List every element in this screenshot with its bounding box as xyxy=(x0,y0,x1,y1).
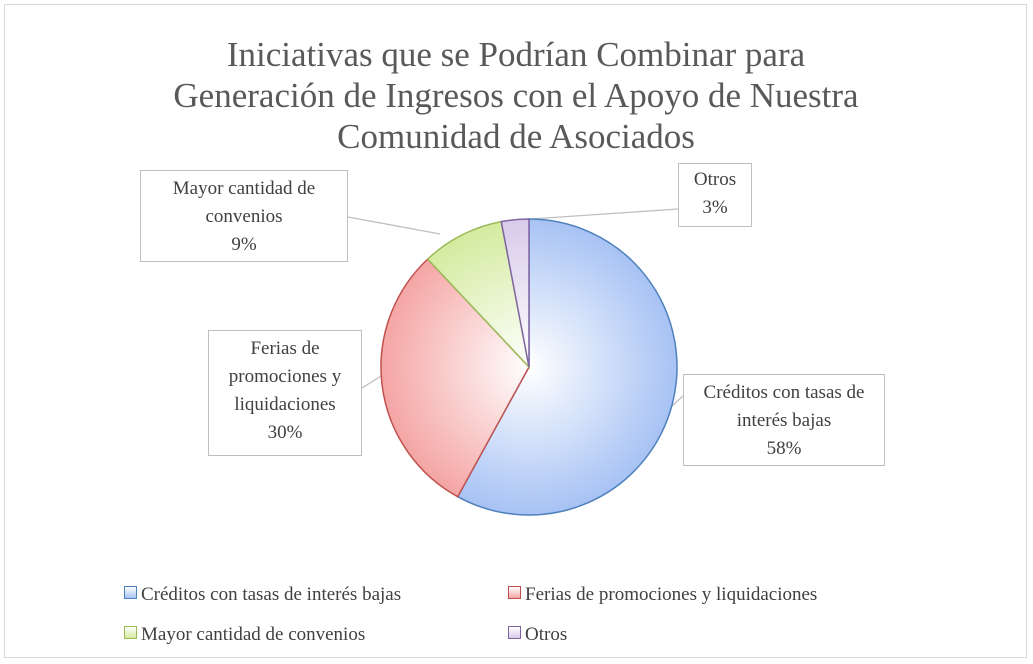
pie-slice xyxy=(426,220,531,370)
pie-slice xyxy=(456,218,678,516)
chart-frame xyxy=(4,4,1027,658)
legend-item: Otros xyxy=(508,624,567,646)
pie-slice xyxy=(380,258,530,498)
data-label: Ferias de promociones y liquidaciones 30… xyxy=(208,330,362,456)
leader-line xyxy=(515,208,679,221)
legend-swatch xyxy=(124,626,137,639)
data-label: Otros 3% xyxy=(678,163,752,227)
data-label-value: 58% xyxy=(766,438,802,459)
legend-label: Otros xyxy=(525,624,568,645)
legend-swatch xyxy=(124,586,137,599)
chart-title: Iniciativas que se Podrían Combinar para… xyxy=(173,35,859,156)
legend-label: Créditos con tasas de interés bajas xyxy=(141,584,402,605)
pie-slice xyxy=(500,218,530,368)
legend-item: Mayor cantidad de convenios xyxy=(124,624,365,646)
data-label: Mayor cantidad de convenios 9% xyxy=(140,170,348,262)
data-label-category: Otros xyxy=(693,169,737,190)
data-label-value: 9% xyxy=(231,234,257,255)
leader-line xyxy=(347,216,441,235)
data-label-category: Créditos con tasas de interés bajas xyxy=(703,382,865,431)
data-label-value: 30% xyxy=(267,422,303,443)
legend-label: Mayor cantidad de convenios xyxy=(141,624,366,645)
legend-swatch xyxy=(508,626,521,639)
leader-line xyxy=(671,395,684,407)
legend-label: Ferias de promociones y liquidaciones xyxy=(525,584,818,605)
legend-item: Ferias de promociones y liquidaciones xyxy=(508,584,817,606)
legend-swatch xyxy=(508,586,521,599)
data-label: Créditos con tasas de interés bajas 58% xyxy=(683,374,885,466)
data-label-category: Ferias de promociones y liquidaciones xyxy=(228,338,342,415)
legend-item: Créditos con tasas de interés bajas xyxy=(124,584,401,606)
data-label-category: Mayor cantidad de convenios xyxy=(172,178,316,227)
data-label-value: 3% xyxy=(702,197,728,218)
leader-line xyxy=(361,375,382,389)
